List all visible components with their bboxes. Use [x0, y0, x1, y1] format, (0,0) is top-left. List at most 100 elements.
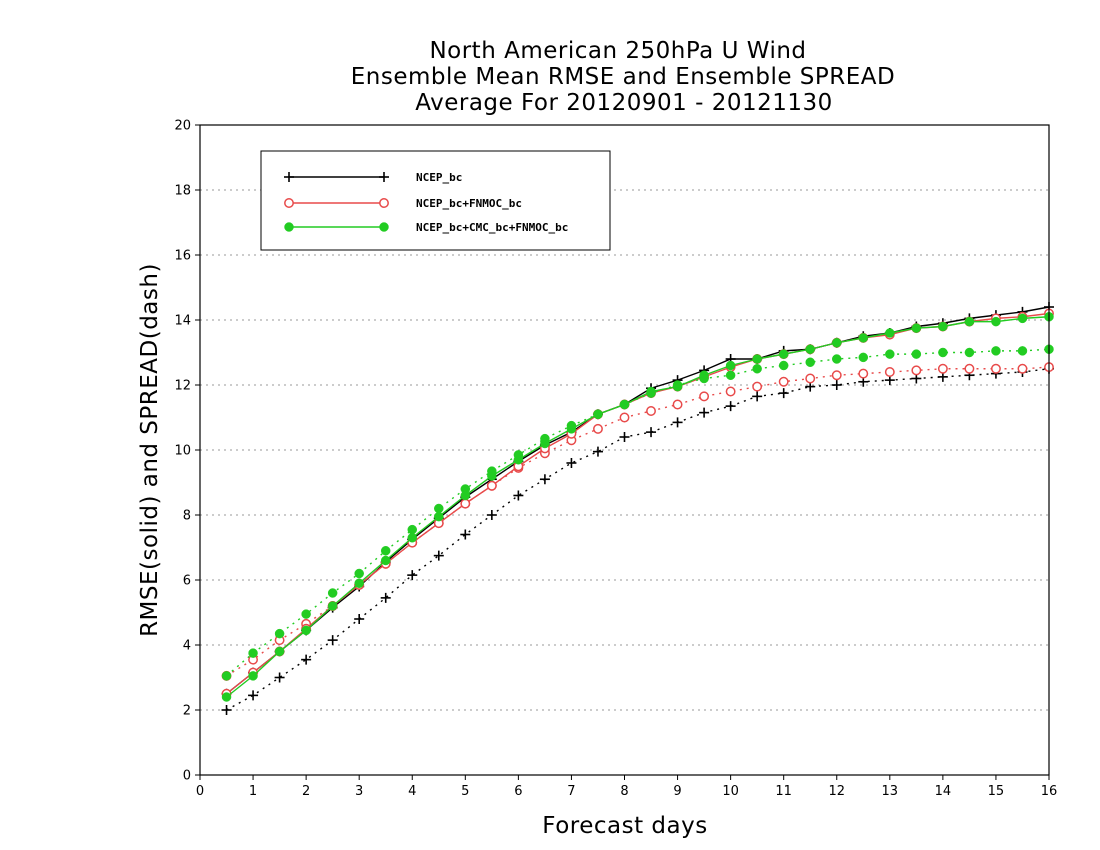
- spread-line: [226, 368, 1050, 711]
- rmse-point: [619, 399, 630, 410]
- x-tick-label: 16: [1041, 784, 1058, 799]
- spread-point: [885, 349, 895, 359]
- x-tick-label: 13: [882, 784, 899, 799]
- x-tick-label: 4: [408, 784, 416, 799]
- spread-point: [778, 388, 789, 399]
- spread-point: [513, 490, 524, 501]
- legend-marker: [284, 172, 294, 182]
- spread-point: [938, 347, 948, 358]
- rmse-point: [327, 601, 338, 611]
- rmse-point: [1017, 313, 1028, 324]
- spread-point: [725, 386, 736, 397]
- x-tick-label: 2: [302, 784, 310, 799]
- spread-point: [752, 381, 763, 392]
- rmse-point: [486, 480, 497, 491]
- x-tick-label: 15: [988, 784, 1005, 799]
- rmse-point: [646, 386, 656, 397]
- series-2: [221, 312, 1054, 702]
- rmse-point: [540, 438, 550, 449]
- spread-point: [301, 609, 311, 619]
- spread-point: [460, 529, 471, 540]
- rmse-point: [354, 578, 364, 588]
- x-tick-label: 5: [461, 784, 469, 799]
- rmse-point: [274, 646, 285, 657]
- y-tick-label: 18: [174, 184, 191, 199]
- spread-point: [327, 588, 338, 598]
- x-tick-label: 6: [514, 784, 522, 799]
- rmse-point: [301, 625, 311, 636]
- spread-point: [858, 368, 869, 379]
- legend-label: NCEP_bc+CMC_bc+FNMOC_bc: [416, 221, 568, 234]
- rmse-point: [487, 471, 497, 481]
- x-tick-label: 10: [722, 784, 739, 799]
- spread-point: [725, 401, 736, 412]
- spread-point: [937, 363, 948, 374]
- spread-point: [354, 614, 365, 624]
- spread-point: [884, 367, 895, 377]
- spread-point: [699, 391, 710, 402]
- legend-marker: [379, 222, 389, 232]
- rmse-point: [752, 354, 762, 364]
- legend-marker: [379, 172, 389, 182]
- rmse-point: [434, 511, 444, 522]
- spread-point: [778, 360, 789, 371]
- y-tick-label: 14: [174, 314, 191, 329]
- spread-point: [1017, 363, 1028, 374]
- rmse-point: [460, 490, 471, 501]
- spread-point: [911, 365, 922, 376]
- x-tick-label: 3: [355, 784, 363, 799]
- rmse-point: [964, 316, 975, 327]
- spread-point: [990, 363, 1001, 374]
- spread-point: [619, 412, 630, 423]
- spread-point: [221, 671, 232, 681]
- y-tick-label: 8: [183, 509, 191, 524]
- spread-point: [486, 510, 497, 520]
- x-tick-label: 0: [196, 784, 204, 799]
- rmse-point: [858, 333, 869, 343]
- spread-point: [699, 407, 710, 418]
- spread-point: [672, 399, 683, 410]
- series-layer: [221, 302, 1054, 715]
- spread-point: [832, 354, 842, 364]
- spread-point: [752, 364, 762, 374]
- spread-point: [911, 349, 922, 359]
- spread-point: [991, 346, 1001, 356]
- legend: NCEP_bc NCEP_bc+FNMOC_bc NCEP_bc+CMC_bc+FN…: [260, 150, 611, 251]
- y-tick-label: 16: [174, 249, 191, 264]
- spread-point: [831, 370, 842, 381]
- rmse-point: [221, 692, 232, 702]
- y-tick-label: 12: [174, 379, 191, 394]
- rmse-point: [832, 338, 842, 348]
- spread-point: [646, 427, 657, 438]
- rmse-point: [911, 323, 922, 333]
- y-axis-ticks: 0 2 4 6 8 10 12 14 16 18 20: [174, 119, 200, 784]
- spread-point: [354, 568, 364, 579]
- spread-point: [248, 648, 258, 658]
- x-tick-label: 11: [775, 784, 792, 799]
- rmse-point: [725, 360, 736, 371]
- spread-point: [619, 432, 630, 442]
- rmse-point: [991, 316, 1001, 327]
- spread-point: [407, 570, 418, 581]
- y-tick-label: 2: [183, 704, 191, 719]
- chart-title-line-1: North American 250hPa U Wind: [429, 38, 806, 64]
- spread-point: [301, 654, 312, 665]
- legend-box: [260, 150, 611, 251]
- spread-point: [752, 391, 763, 402]
- chart-title-line-3: Average For 20120901 - 20121130: [415, 90, 833, 116]
- chart-title-line-2: Ensemble Mean RMSE and Ensemble SPREAD: [351, 64, 895, 90]
- legend-marker: [379, 198, 389, 208]
- rmse-point: [885, 328, 895, 338]
- legend-marker: [284, 222, 294, 232]
- y-axis-title: RMSE(solid) and SPREAD(dash): [137, 263, 163, 637]
- rmse-point: [407, 533, 417, 543]
- spread-point: [380, 546, 391, 556]
- x-axis-title: Forecast days: [542, 813, 707, 839]
- spread-point: [433, 550, 444, 561]
- x-axis-ticks: 0 1 2 3 4 5 6 7 8 9 10 11 12 13 14 15 16: [196, 775, 1057, 799]
- x-tick-label: 14: [935, 784, 952, 799]
- rmse-point: [938, 321, 948, 332]
- rmse-point: [566, 424, 577, 434]
- x-tick-label: 1: [249, 784, 257, 799]
- x-tick-label: 8: [620, 784, 628, 799]
